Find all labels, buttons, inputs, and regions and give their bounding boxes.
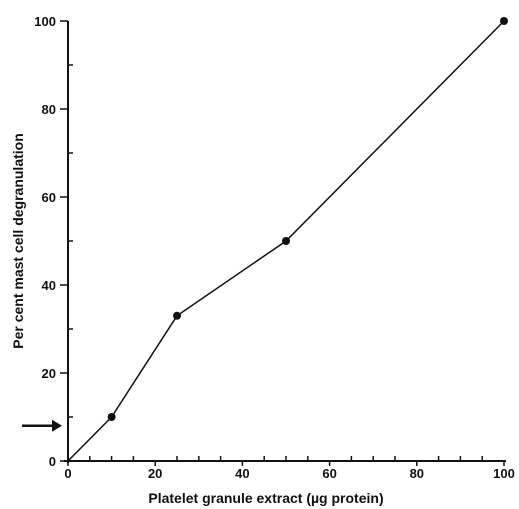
data-point bbox=[173, 311, 181, 320]
tick-labels-layer: 0 20 40 60 80 100 0 20 40 60 80 100 bbox=[34, 14, 515, 481]
y-tick-label: 20 bbox=[42, 366, 56, 381]
x-tick-label: 60 bbox=[322, 466, 336, 481]
series-layer bbox=[67, 17, 508, 462]
y-tick-label: 0 bbox=[49, 454, 56, 469]
x-axis-label: Platelet granule extract (µg protein) bbox=[148, 490, 383, 506]
x-tick-label: 80 bbox=[410, 466, 424, 481]
data-point bbox=[282, 237, 290, 245]
data-point bbox=[500, 17, 508, 25]
y-axis-label: Per cent mast cell degranulation bbox=[10, 133, 26, 349]
data-point bbox=[107, 413, 116, 421]
arrow-head bbox=[52, 419, 62, 432]
y-tick-label: 100 bbox=[34, 14, 56, 29]
y-tick-label: 60 bbox=[42, 190, 56, 205]
x-tick-label: 20 bbox=[148, 466, 162, 481]
x-tick-label: 0 bbox=[64, 466, 71, 481]
arrow-annotation bbox=[22, 419, 62, 432]
y-tick-label: 80 bbox=[42, 102, 56, 117]
x-tick-label: 40 bbox=[235, 466, 249, 481]
x-tick-label: 100 bbox=[493, 466, 515, 481]
y-tick-label: 40 bbox=[42, 278, 56, 293]
annotation-layer bbox=[22, 419, 62, 432]
